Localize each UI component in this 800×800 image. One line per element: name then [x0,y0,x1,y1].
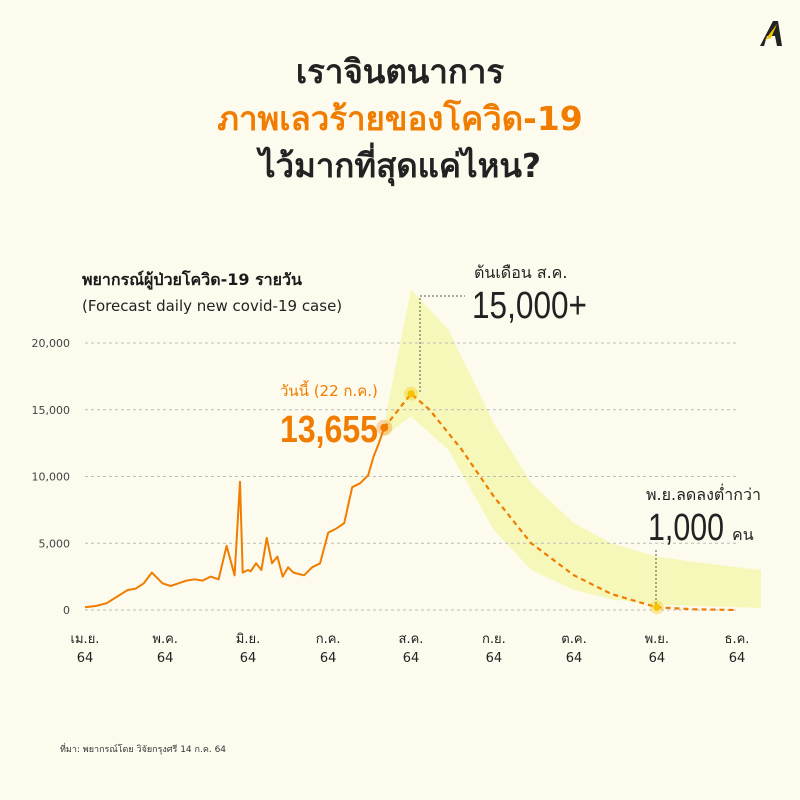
y-tick-label: 5,000 [39,537,71,550]
x-tick-label: ธ.ค. [725,632,750,647]
x-tick-year: 64 [649,651,666,666]
x-tick-label: มิ.ย. [236,632,260,647]
low-value: 1,000 [648,507,724,549]
x-tick-year: 64 [240,651,257,666]
today-marker [380,423,389,432]
peak-value: 15,000+ [472,285,587,327]
x-tick-year: 64 [566,651,583,666]
chart-subtitle-english: (Forecast daily new covid-19 case) [82,297,343,315]
peak-label: ต้นเดือน ส.ค. [474,263,567,282]
source-note: ที่มา: พยากรณ์โดย วิจัยกรุงศรี 14 ก.ค. 6… [60,745,227,755]
forecast-line [383,392,738,612]
title-line-2: ภาพเลวร้ายของโควิด-19 [217,99,583,138]
actual-line [84,427,386,609]
x-tick-label: ส.ค. [399,632,424,647]
x-tick-label: ก.ย. [482,632,506,647]
low-marker [653,603,661,611]
x-tick-label: ก.ค. [316,632,341,647]
forecast-band [384,289,761,608]
low-label: พ.ย.ลดลงต่ำกว่า [646,483,761,504]
today-label: วันนี้ (22 ก.ค.) [280,380,378,400]
x-tick-year: 64 [486,651,503,666]
logo-accent [765,24,777,40]
peak-leader-line [419,295,465,392]
y-tick-label: 15,000 [32,404,71,417]
low-unit: คน [732,525,754,544]
title-line-3: ไว้มากที่สุดแค่ไหน? [258,146,542,185]
x-tick-year: 64 [403,651,420,666]
x-tick-label: เม.ย. [71,632,100,647]
x-tick-label: พ.ค. [152,632,178,647]
x-tick-year: 64 [729,651,746,666]
title-line-1: เราจินตนาการ [295,52,505,91]
peak-marker [407,390,415,398]
x-tick-year: 64 [77,651,94,666]
x-tick-label: ต.ค. [561,632,586,647]
y-tick-label: 20,000 [32,337,71,350]
chart-subtitle-thai: พยากรณ์ผู้ป่วยโควิด-19 รายวัน [82,270,302,289]
brand-logo [760,21,782,46]
y-tick-label: 10,000 [32,471,71,484]
x-tick-label: พ.ย. [645,632,669,647]
x-tick-year: 64 [320,651,337,666]
x-tick-year: 64 [157,651,174,666]
today-value: 13,655 [280,409,378,451]
y-tick-label: 0 [63,604,70,617]
